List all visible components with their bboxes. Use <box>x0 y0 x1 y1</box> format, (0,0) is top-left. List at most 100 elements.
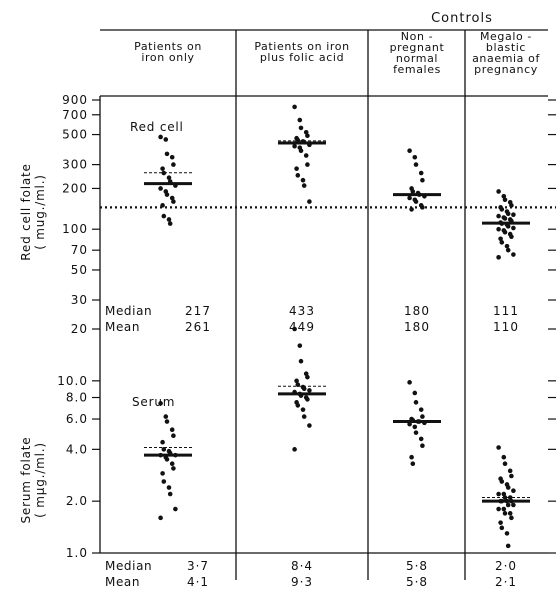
serum-point <box>298 358 304 364</box>
red-cell-point <box>160 203 165 208</box>
red-cell-point <box>158 134 163 140</box>
red-cell-mean-value: 261 <box>185 320 211 334</box>
red-cell-point <box>297 117 303 123</box>
serum-ylabel: Serum folate( mμg./ml.) <box>19 437 47 524</box>
serum-tick-label: 4.0 <box>66 442 88 456</box>
red-cell-point <box>504 243 510 249</box>
serum-point <box>418 407 424 412</box>
serum-median-row-label: Median <box>105 559 152 573</box>
red-cell-tick-label: 500 <box>62 128 88 142</box>
red-cell-mean-value: 180 <box>404 320 430 334</box>
serum-mean-value: 5·8 <box>406 575 428 589</box>
red-cell-point <box>407 148 412 154</box>
red-cell-point <box>166 217 172 222</box>
red-cell-point <box>307 199 312 204</box>
serum-point <box>499 525 505 531</box>
red-cell-point <box>511 212 516 217</box>
serum-point <box>410 461 416 467</box>
serum-point <box>412 390 418 396</box>
serum-point <box>166 485 172 490</box>
serum-point <box>303 371 309 377</box>
serum-point <box>420 414 425 419</box>
serum-point <box>305 374 310 380</box>
serum-tick-label: 20 <box>71 322 88 336</box>
red-cell-point <box>412 154 418 160</box>
serum-point <box>496 491 501 497</box>
red-cell-tick-label: 100 <box>62 222 88 236</box>
red-cell-point <box>511 252 516 257</box>
red-cell-tick-label: 70 <box>71 243 88 257</box>
red-cell-point <box>171 162 176 167</box>
serum-point <box>509 515 514 521</box>
serum-point <box>305 397 310 402</box>
red-cell-point <box>295 173 301 178</box>
serum-mean-row-label: Mean <box>105 575 140 589</box>
red-cell-tick-label: 700 <box>62 108 88 122</box>
red-cell-panel-label: Red cell <box>130 120 184 134</box>
red-cell-point <box>496 226 501 232</box>
serum-point <box>505 502 511 508</box>
serum-point <box>504 531 510 536</box>
red-cell-point <box>509 203 514 208</box>
serum-panel-label: Serum <box>132 395 175 409</box>
serum-point <box>505 485 511 490</box>
serum-point <box>292 447 297 452</box>
red-cell-mean-value: 110 <box>493 320 519 334</box>
red-cell-point <box>158 186 163 191</box>
red-cell-point <box>169 195 175 201</box>
red-cell-point <box>164 192 170 197</box>
red-cell-point <box>305 162 310 167</box>
red-cell-point <box>420 177 425 183</box>
serum-point <box>295 403 301 408</box>
serum-point <box>292 326 297 332</box>
red-cell-point <box>303 129 309 135</box>
red-cell-point <box>509 234 514 240</box>
serum-point <box>418 436 424 442</box>
red-cell-point <box>499 207 505 212</box>
serum-point <box>301 414 307 419</box>
red-cell-point <box>298 125 304 131</box>
red-cell-point <box>305 133 310 139</box>
group-header-2: Patients on iron plus folic acid <box>254 40 349 64</box>
serum-point <box>501 454 507 460</box>
red-cell-point <box>161 170 167 176</box>
serum-point <box>301 386 307 392</box>
red-cell-point <box>502 216 508 221</box>
serum-point <box>294 378 299 384</box>
serum-point <box>158 401 163 406</box>
serum-point <box>496 445 501 450</box>
red-cell-point <box>160 166 165 171</box>
group-header-3: Non -pregnant normal females <box>390 30 445 76</box>
serum-point <box>499 479 505 484</box>
serum-median-value: 2·0 <box>495 559 517 573</box>
serum-point <box>158 515 163 521</box>
serum-point <box>507 468 513 474</box>
controls-header: Controls <box>431 11 493 26</box>
red-cell-point <box>407 195 412 201</box>
serum-point <box>167 491 173 497</box>
red-cell-tick-label: 50 <box>71 263 88 277</box>
serum-point <box>407 380 412 385</box>
serum-point <box>307 388 312 393</box>
red-cell-point <box>303 153 309 158</box>
serum-mean-value: 2·1 <box>495 575 517 589</box>
red-cell-point <box>292 104 297 110</box>
red-cell-point <box>409 207 414 212</box>
serum-point <box>412 424 418 430</box>
red-cell-point <box>413 199 419 204</box>
red-cell-point <box>171 199 176 204</box>
red-cell-point <box>164 151 170 157</box>
serum-tick-label: 2.0 <box>66 494 88 508</box>
serum-point <box>511 502 516 508</box>
red-cell-median-value: 111 <box>493 304 519 318</box>
serum-point <box>164 419 170 424</box>
serum-point <box>307 423 312 428</box>
serum-median-value: 3·7 <box>187 559 209 573</box>
serum-point <box>511 488 516 494</box>
red-cell-median-value: 180 <box>404 304 430 318</box>
red-cell-point <box>420 205 425 210</box>
serum-point <box>173 506 178 512</box>
red-cell-point <box>300 177 306 183</box>
red-cell-point <box>496 189 501 194</box>
red-cell-point <box>294 166 299 171</box>
